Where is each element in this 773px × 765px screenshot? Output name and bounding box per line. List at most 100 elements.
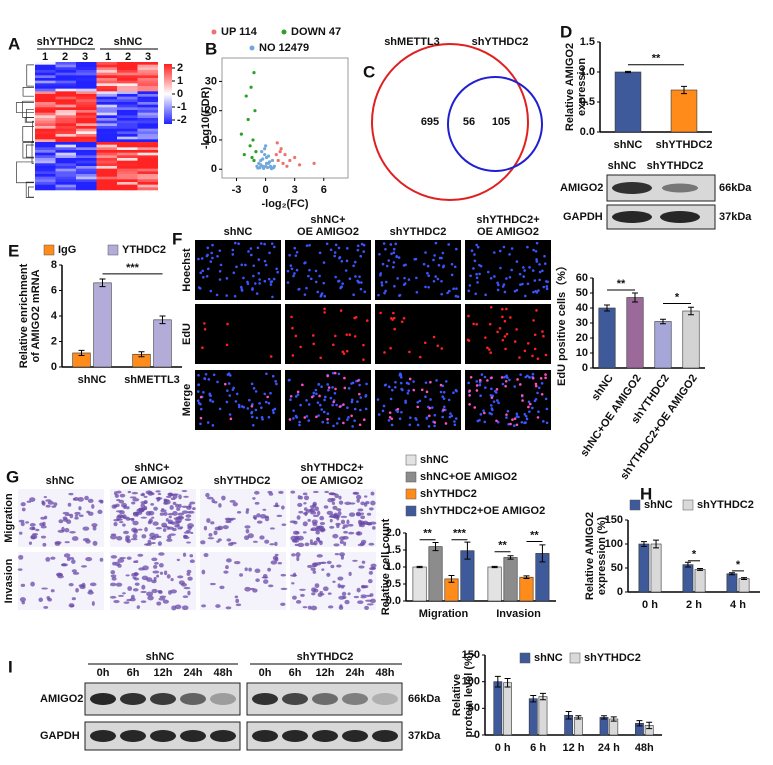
cell	[208, 532, 213, 537]
cell	[342, 526, 346, 529]
cell	[303, 495, 310, 501]
cell	[343, 530, 348, 534]
heat-cell	[76, 72, 97, 76]
heat-cell	[55, 184, 76, 188]
cell	[186, 572, 191, 576]
cell	[360, 521, 366, 525]
cell	[141, 584, 146, 590]
cell	[177, 575, 184, 579]
cell	[274, 553, 279, 557]
nucleus	[233, 294, 237, 298]
edu-dot	[291, 354, 295, 357]
cell	[43, 496, 48, 499]
cell	[272, 555, 278, 561]
nucleus	[305, 286, 308, 290]
nucleus	[395, 255, 399, 258]
edu-dot	[501, 338, 505, 342]
nucleus	[200, 257, 204, 260]
cell	[181, 605, 189, 611]
nucleus	[331, 386, 334, 389]
cell	[152, 570, 160, 574]
y-tick-label: 40	[576, 302, 588, 314]
nucleus	[295, 268, 299, 272]
cell	[45, 557, 51, 562]
edu-dot	[495, 419, 498, 423]
nucleus	[508, 378, 511, 382]
blot-band	[150, 730, 176, 742]
edu-dot	[468, 403, 471, 406]
edu-dot	[428, 406, 432, 410]
edu-dot	[391, 318, 394, 321]
cell	[169, 505, 174, 510]
edu-dot	[495, 388, 499, 391]
nucleus	[286, 281, 290, 284]
cell	[356, 494, 362, 500]
heat-cell	[55, 70, 76, 73]
cell	[281, 505, 285, 510]
heat-cell	[55, 62, 76, 65]
blot-band	[90, 693, 116, 705]
nucleus	[434, 241, 438, 245]
y-tick-label: 0.5	[386, 578, 401, 590]
cell	[313, 588, 319, 593]
heat-cell	[76, 123, 97, 127]
column-label: 2	[62, 51, 68, 63]
cell	[326, 560, 332, 565]
heat-cell	[55, 131, 76, 135]
nucleus	[225, 294, 228, 297]
cell	[125, 506, 130, 510]
cell	[254, 490, 260, 495]
nucleus	[211, 400, 215, 403]
edu-dot	[504, 384, 507, 388]
nucleus	[489, 404, 493, 407]
cell	[295, 600, 302, 604]
cell	[186, 541, 191, 544]
cell	[334, 552, 340, 556]
cell	[39, 522, 45, 527]
nucleus	[455, 287, 458, 290]
cell	[185, 514, 192, 518]
cell	[71, 569, 78, 573]
legend-label: UP 114	[221, 26, 258, 38]
heat-cell	[137, 136, 158, 140]
cell	[137, 528, 143, 531]
nucleus	[305, 244, 309, 247]
cell	[177, 512, 185, 516]
cell	[218, 503, 222, 508]
edu-dot	[365, 319, 369, 322]
cell	[156, 574, 160, 578]
cell	[209, 582, 216, 586]
nucleus	[274, 379, 277, 383]
nucleus	[323, 395, 327, 399]
cell	[332, 505, 338, 510]
heat-cell	[76, 118, 97, 121]
nucleus	[255, 416, 259, 420]
heat-cell	[117, 144, 138, 148]
nucleus	[513, 385, 517, 388]
nucleus	[484, 293, 487, 297]
nucleus	[384, 247, 387, 251]
cell	[110, 570, 116, 575]
blot-band	[210, 730, 236, 742]
micrograph	[375, 240, 461, 300]
blot-band	[90, 730, 116, 742]
cell	[367, 523, 372, 526]
nucleus	[473, 253, 476, 256]
cell	[236, 510, 242, 514]
cell	[181, 505, 189, 508]
heat-cell	[117, 142, 138, 145]
cell	[155, 527, 162, 530]
edu-dot	[296, 390, 300, 394]
cell	[332, 533, 339, 539]
edu-dot	[531, 354, 534, 358]
column-label: OE AMIGO2	[477, 226, 539, 238]
cell	[338, 495, 342, 500]
nucleus	[399, 375, 403, 379]
nucleus	[211, 256, 214, 260]
point	[271, 166, 275, 170]
cell	[148, 510, 155, 516]
cell	[154, 562, 159, 565]
cell	[66, 556, 71, 561]
nucleus	[432, 258, 435, 262]
cell	[344, 501, 352, 506]
